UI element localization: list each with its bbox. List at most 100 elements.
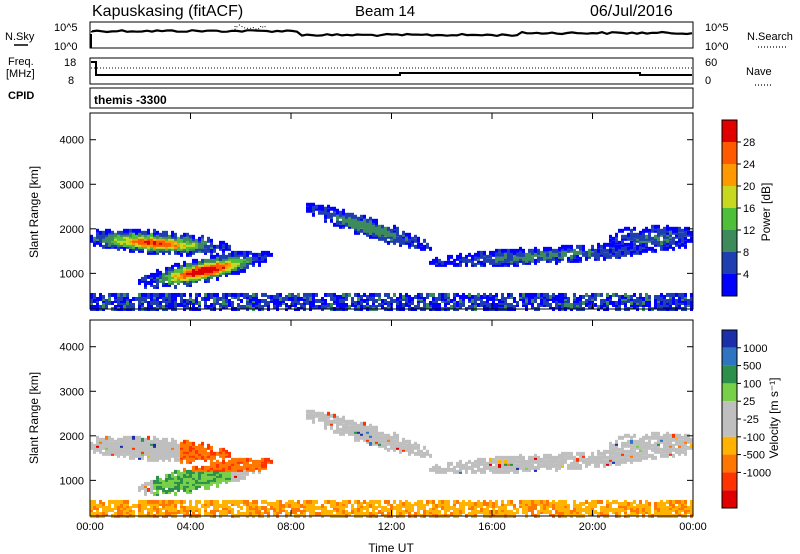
velocity-cell [183,507,186,512]
velocity-cell [660,451,663,456]
power-cell [510,256,513,261]
power-cell [234,264,237,269]
power-cell [621,294,624,299]
velocity-cell [477,467,480,472]
power-cell [420,246,423,251]
velocity-cell [540,507,543,512]
velocity-cell [300,509,303,514]
power-cell [228,258,231,263]
power-cell [351,220,354,225]
power-cell [258,256,261,261]
velocity-cell [168,453,171,458]
power-cell [573,300,576,305]
power-cell [108,242,111,247]
power-cell [174,292,177,297]
velocity-cell [471,505,474,510]
power-cell [663,226,666,231]
velocity-cell [174,441,177,446]
power-cell [660,232,663,237]
sky-left-tick-top: 10^5 [54,22,78,34]
power-cell [405,240,408,245]
velocity-cell [165,437,168,442]
velocity-cell [654,435,657,440]
velocity-cell [648,435,651,440]
velocity-cell [636,511,639,516]
power-cell [129,232,132,237]
power-cell [213,264,216,269]
power-cell [207,304,210,309]
power-cell [180,274,183,279]
power-cell [99,240,102,245]
power-cell [414,234,417,239]
velocity-cell [495,501,498,506]
velocity-cell [681,505,684,510]
velocity-cell [657,443,660,448]
velocity-cell [546,503,549,508]
power-cell [282,298,285,303]
velocity-cell [594,463,597,468]
velocity-cell [144,489,147,494]
velocity-cell [588,511,591,516]
power-cell [180,240,183,245]
power-cell [633,246,636,251]
velocity-cell [393,443,396,448]
power-cell [327,204,330,209]
velocity-cell [531,511,534,516]
velocity-cell [564,503,567,508]
power-cell [537,258,540,263]
velocity-cell [570,509,573,514]
velocity-cell [615,445,618,450]
velocity-cell [123,443,126,448]
velocity-cell [183,467,186,472]
power-cell [132,246,135,251]
velocity-cell [168,481,171,486]
velocity-cell [564,501,567,506]
power-cell [162,304,165,309]
power-cell [546,258,549,263]
power-cell [243,262,246,267]
power-cell [213,270,216,275]
power-cell [273,300,276,305]
power-cell [477,250,480,255]
velocity-cell [180,443,183,448]
velocity-cell [93,511,96,516]
velocity-cell [171,483,174,488]
power-cell [132,296,135,301]
velocity-cell [189,499,192,504]
velocity-cell [234,473,237,478]
power-cell [162,296,165,301]
velocity-cell [390,443,393,448]
power-cell [351,218,354,223]
power-cell [621,246,624,251]
power-cell [432,304,435,309]
power-cell [189,250,192,255]
velocity-cell [219,503,222,508]
velocity-cell [216,505,219,510]
power-cell [192,242,195,247]
power-cell [339,210,342,215]
velocity-cell [333,505,336,510]
velocity-cell [621,449,624,454]
velocity-cell [354,511,357,516]
power-cell [636,244,639,249]
velocity-cell [423,445,426,450]
power-cell [153,278,156,283]
velocity-cell [489,511,492,516]
nave-label: Nave [746,66,772,78]
power-cell [381,300,384,305]
velocity-cell [600,457,603,462]
velocity-cell [540,505,543,510]
power-cell [528,256,531,261]
velocity-cell [387,507,390,512]
power-cell [252,254,255,259]
velocity-cell [123,505,126,510]
velocity-cell [456,499,459,504]
velocity-cell [588,457,591,462]
velocity-cell [516,459,519,464]
velocity-cell [195,467,198,472]
velocity-cell [183,477,186,482]
velocity-cell [375,505,378,510]
power-cell [183,280,186,285]
velocity-cell [363,429,366,434]
power-cell [126,244,129,249]
